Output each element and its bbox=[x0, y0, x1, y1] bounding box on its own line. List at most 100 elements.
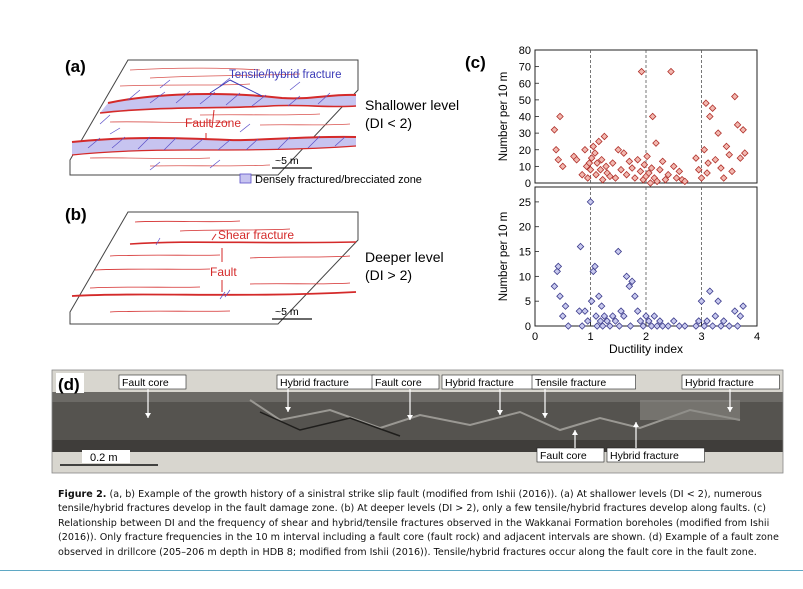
data-point bbox=[675, 322, 684, 330]
bottom-label: Hybrid fracture bbox=[610, 450, 679, 462]
bottom-label-arrowhead bbox=[633, 422, 639, 427]
chart-upper: 0 10 20 30 40 50 60 70 80 Number per 10 m bbox=[498, 45, 758, 190]
fault-zone-arrow-up bbox=[211, 109, 215, 129]
data-point bbox=[592, 170, 600, 179]
bottom-label-box bbox=[606, 447, 705, 463]
thin-fractures-a bbox=[89, 67, 351, 167]
data-point bbox=[717, 164, 725, 172]
panel-b-letter: (b) bbox=[65, 205, 87, 224]
data-point bbox=[598, 175, 607, 184]
data-point bbox=[550, 126, 559, 134]
data-point bbox=[736, 312, 745, 320]
y-tick-label: 15 bbox=[519, 247, 531, 259]
scale-label-a: ~5 m bbox=[275, 155, 299, 167]
data-point bbox=[578, 170, 586, 179]
data-point bbox=[608, 159, 617, 167]
bottom-label-box bbox=[536, 447, 605, 463]
chart-lower: 0 5 10 15 20 25 Number per 10 m 0 1 2 3 4 Ductility … bbox=[498, 186, 760, 356]
top-label: Fault core bbox=[375, 377, 422, 389]
x-tick-label: 1 bbox=[587, 331, 593, 343]
data-point bbox=[589, 142, 598, 151]
x-tick-label: 2 bbox=[643, 331, 649, 343]
y-tick-label: 80 bbox=[519, 45, 531, 57]
y-axis-label: Number per 10 m bbox=[498, 212, 510, 301]
data-point bbox=[664, 322, 672, 330]
data-point bbox=[714, 297, 722, 305]
data-point bbox=[556, 292, 564, 300]
x-tick-label: 3 bbox=[698, 331, 704, 343]
data-point bbox=[631, 292, 639, 300]
deeper-level-label: Deeper level bbox=[365, 249, 444, 265]
tensile-hatching-a bbox=[87, 77, 346, 171]
data-point bbox=[731, 92, 739, 101]
data-point bbox=[553, 267, 561, 276]
data-point bbox=[575, 307, 584, 315]
x-axis-label: Ductility index bbox=[609, 342, 683, 356]
caption-text: (a, b) Example of the growth history of … bbox=[58, 489, 779, 558]
data-point bbox=[719, 317, 728, 325]
data-point bbox=[711, 312, 720, 320]
drillcore-highlight bbox=[52, 392, 783, 402]
tensile-arrow-2 bbox=[229, 79, 263, 97]
legend-swatch bbox=[239, 173, 252, 184]
top-label: Tensile fracture bbox=[535, 377, 606, 389]
data-point bbox=[586, 165, 595, 174]
data-point bbox=[596, 317, 605, 325]
data-point bbox=[597, 302, 606, 310]
y-axis-label: Number per 10 m bbox=[498, 72, 510, 161]
data-point bbox=[653, 322, 661, 330]
data-point bbox=[692, 154, 700, 162]
bottom-label-arrowhead bbox=[572, 430, 578, 435]
bottom-rule bbox=[0, 570, 803, 571]
block-outline-a bbox=[69, 59, 359, 176]
data-point bbox=[672, 174, 681, 182]
data-point bbox=[652, 139, 660, 147]
fault-core-trace bbox=[249, 399, 741, 432]
fracture-trace bbox=[259, 411, 401, 437]
data-point bbox=[656, 317, 664, 325]
figure: (a) bbox=[51, 45, 784, 474]
data-point bbox=[554, 262, 563, 271]
data-point bbox=[733, 121, 742, 129]
data-point bbox=[739, 302, 747, 310]
data-point bbox=[667, 67, 675, 76]
data-point bbox=[653, 177, 661, 186]
data-point bbox=[617, 307, 625, 315]
data-point bbox=[578, 322, 586, 330]
bottom-label: Fault core bbox=[540, 450, 587, 462]
shallower-level-label: Shallower level bbox=[365, 97, 459, 113]
data-point bbox=[583, 174, 592, 182]
y-tick-label: 20 bbox=[519, 222, 531, 234]
data-point bbox=[645, 317, 653, 325]
data-point bbox=[631, 174, 639, 182]
data-point bbox=[645, 169, 653, 177]
y-tick-label: 40 bbox=[519, 112, 531, 124]
data-point bbox=[591, 262, 599, 271]
data-point bbox=[711, 155, 720, 164]
y-tick-label: 60 bbox=[519, 78, 531, 90]
data-point bbox=[625, 282, 634, 291]
data-point bbox=[658, 157, 667, 166]
data-point bbox=[643, 152, 651, 161]
data-point bbox=[636, 167, 645, 176]
data-point bbox=[703, 169, 711, 177]
data-point bbox=[733, 322, 742, 330]
fractures-b bbox=[71, 220, 357, 313]
shear-fracture-label: Shear fracture bbox=[218, 228, 294, 242]
data-point bbox=[581, 307, 589, 315]
data-point bbox=[600, 132, 609, 141]
data-point bbox=[606, 322, 614, 330]
data-point bbox=[694, 165, 703, 174]
data-point bbox=[587, 154, 596, 162]
data-point bbox=[608, 312, 617, 320]
panel-a-letter: (a) bbox=[65, 57, 86, 76]
data-point bbox=[622, 170, 631, 179]
data-point bbox=[642, 312, 650, 320]
y-tick-label: 20 bbox=[519, 145, 531, 157]
data-point bbox=[692, 322, 700, 330]
data-point bbox=[614, 247, 623, 256]
data-point bbox=[593, 159, 601, 167]
data-point bbox=[725, 150, 734, 159]
data-point bbox=[606, 172, 614, 181]
top-label-arrowhead bbox=[727, 407, 733, 412]
